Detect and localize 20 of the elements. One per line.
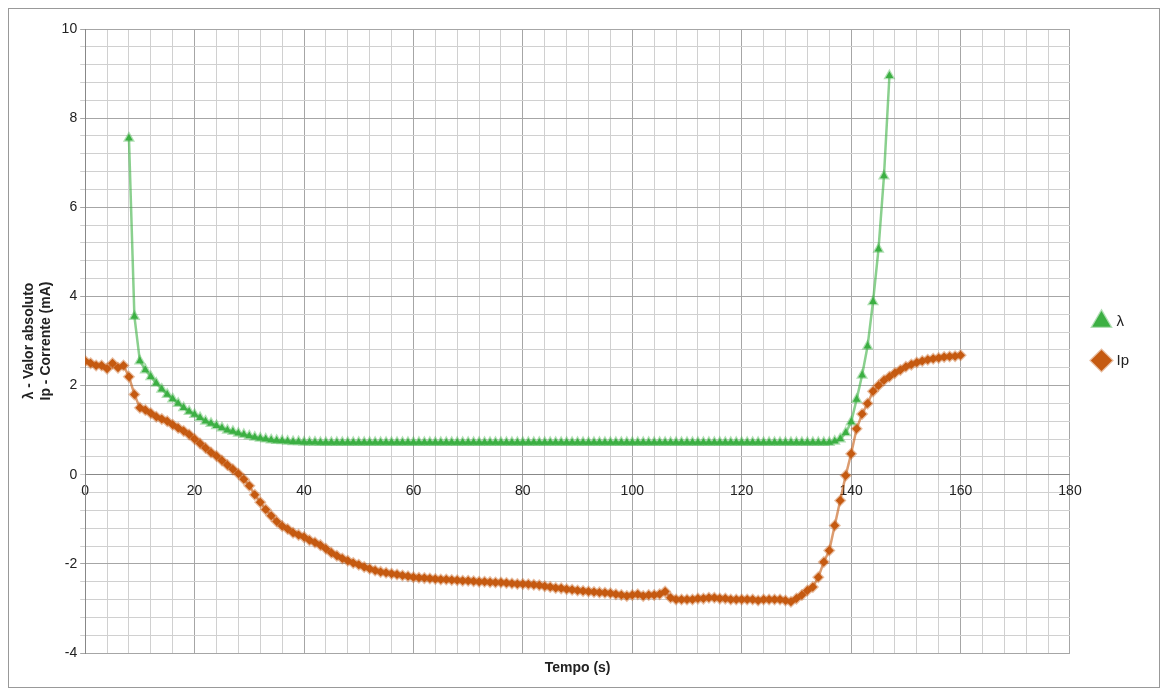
x-axis-title: Tempo (s)	[544, 658, 611, 675]
y-tick-label: 4	[69, 287, 78, 304]
y-tick-label: 10	[61, 19, 78, 36]
y-tick-label: -2	[64, 554, 78, 571]
y-tick-label: 0	[69, 465, 78, 482]
y-tick-label: 6	[69, 198, 78, 215]
y-tick-label: 2	[69, 376, 78, 393]
x-tick-label: 60	[405, 481, 422, 498]
x-tick-label: 160	[948, 481, 973, 498]
y-tick-label: 8	[69, 109, 78, 125]
legend-label: Ip	[1116, 350, 1130, 368]
y-tick-label: -4	[64, 643, 78, 660]
y-axis-title: λ - Valor absoluto Ip - Corrente (mA)	[20, 281, 54, 401]
x-tick-label: 40	[296, 481, 313, 498]
x-tick-label: 100	[620, 481, 645, 498]
legend-label: λ	[1116, 311, 1125, 329]
x-tick-label: 20	[186, 481, 203, 498]
x-tick-label: 120	[730, 481, 754, 498]
x-tick-label: 80	[515, 481, 531, 498]
x-tick-label: 180	[1058, 481, 1082, 498]
